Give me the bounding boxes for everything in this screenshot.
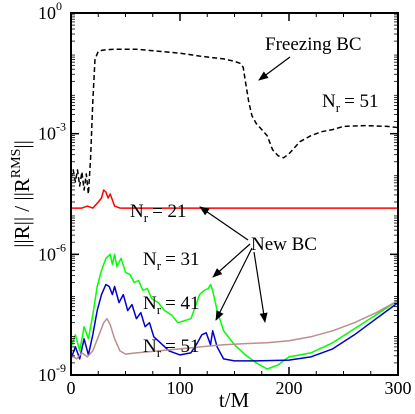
x-tick-label: 0	[67, 378, 76, 398]
series-line-3	[70, 253, 399, 370]
arrow-nr51	[253, 251, 268, 323]
y-axis-title-end: ||	[10, 140, 34, 148]
label-n: N	[143, 249, 157, 270]
label-n: N	[322, 91, 336, 112]
series-line-4	[70, 283, 399, 362]
label-freezing-bc: Freezing BC	[265, 34, 362, 55]
label-n: N	[143, 293, 157, 314]
x-tick-label: 200	[276, 378, 303, 398]
y-tick-label: 10-3	[38, 120, 66, 144]
y-axis-title-superscript: RMS	[9, 149, 24, 179]
y-axis-ticks: 10-9 10-6 10-3 100	[38, 0, 398, 385]
y-tick-label: 100	[38, 0, 62, 23]
arrow-nr31	[212, 243, 251, 278]
label-n-sub: r	[336, 100, 341, 115]
arrow-nr41	[215, 247, 253, 321]
y-axis-title: ||R|| / ||RRMS||	[9, 140, 34, 248]
x-axis-title: t/M	[219, 388, 250, 412]
y-tick-label: 10-6	[38, 240, 66, 264]
label-nr41: Nr = 41	[143, 293, 200, 317]
arrow-freezing-bc	[258, 56, 291, 81]
label-new-bc: New BC	[251, 234, 317, 255]
label-nr51-new-value: = 51	[165, 336, 199, 357]
y-tick-label: 10-9	[38, 361, 66, 385]
label-nr51-value: = 51	[344, 91, 378, 112]
series-layer	[70, 48, 399, 370]
label-nr31-value: = 31	[165, 249, 199, 270]
x-tick-label: 300	[385, 378, 412, 398]
y-axis-title-main: ||R|| / ||R	[10, 178, 34, 248]
label-nr21: Nr = 21	[130, 201, 187, 225]
series-line-2	[71, 189, 398, 209]
label-nr31: Nr = 31	[143, 249, 200, 273]
label-n-sub: r	[157, 258, 162, 273]
label-n: N	[143, 336, 157, 357]
arrow-nr21	[199, 206, 249, 241]
label-nr51-freezing: Nr = 51	[322, 91, 379, 115]
label-n-sub: r	[144, 210, 149, 225]
label-nr41-value: = 41	[165, 293, 199, 314]
x-tick-label: 100	[167, 378, 194, 398]
series-line-5	[70, 299, 399, 360]
x-axis-ticks: 0 100 200 300	[67, 13, 412, 398]
plot-frame	[70, 12, 399, 376]
series-line-1	[70, 48, 399, 195]
label-n: N	[130, 201, 144, 222]
label-nr21-value: = 21	[152, 201, 186, 222]
label-n-sub: r	[157, 302, 162, 317]
label-n-sub: r	[157, 345, 162, 360]
label-nr51-new: Nr = 51	[143, 336, 200, 360]
